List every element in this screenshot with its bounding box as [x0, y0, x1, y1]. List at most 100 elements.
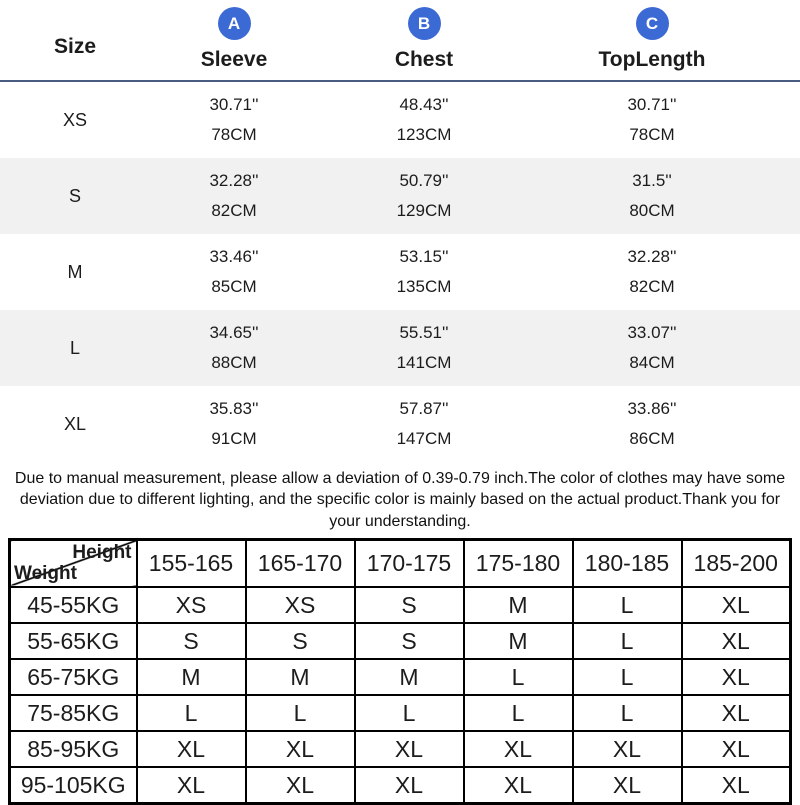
weight-row-label: 75-85KG: [8, 694, 138, 733]
toplength-cm: 78CM: [629, 125, 675, 144]
chest-cell: 48.43'' 123CM: [318, 82, 530, 158]
size-row-l: L 34.65'' 88CM 55.51'' 141CM 33.07'' 84C…: [0, 310, 800, 386]
sleeve-cell: 30.71'' 78CM: [150, 82, 318, 158]
weight-row-label: 55-65KG: [8, 622, 138, 661]
fit-cell: XL: [244, 730, 356, 769]
fit-cell: XL: [571, 730, 683, 769]
toplength-inches: 31.5'': [632, 171, 672, 190]
size-row-xl: XL 35.83'' 91CM 57.87'' 147CM 33.86'' 86…: [0, 386, 800, 462]
size-label: S: [68, 185, 81, 206]
marker-c-letter: C: [645, 13, 659, 33]
sleeve-inches: 30.71'': [209, 95, 259, 114]
toplength-inches: 33.86'': [627, 399, 677, 418]
size-label: M: [67, 261, 83, 282]
marker-a-badge: A: [217, 7, 251, 40]
size-column-header: Size: [53, 35, 97, 58]
height-axis-label: Height: [72, 541, 132, 563]
height-col-header: 165-170: [244, 538, 356, 589]
chest-cm: 129CM: [396, 201, 452, 220]
sleeve-inches: 33.46'': [209, 247, 259, 266]
height-col-header: 175-180: [462, 538, 574, 589]
fit-cell: S: [353, 622, 465, 661]
chest-cell: 55.51'' 141CM: [318, 310, 530, 386]
fit-cell: M: [135, 658, 247, 697]
sleeve-inches: 34.65'': [209, 323, 259, 342]
fit-cell: L: [353, 694, 465, 733]
sleeve-cm: 78CM: [211, 125, 257, 144]
fit-cell: XL: [462, 766, 574, 805]
chest-cm: 147CM: [396, 429, 452, 448]
fit-cell: XL: [680, 694, 792, 733]
toplength-inches: 32.28'': [627, 247, 677, 266]
fit-table-row: 55-65KG S S S M L XL: [8, 622, 792, 661]
chest-cm: 135CM: [396, 277, 452, 296]
fit-cell: XL: [135, 730, 247, 769]
fit-table-row: 75-85KG L L L L L XL: [8, 694, 792, 733]
sleeve-cell: 35.83'' 91CM: [150, 386, 318, 462]
chest-inches: 55.51'': [399, 323, 449, 342]
marker-c-badge: C: [635, 7, 669, 40]
chest-column-header: B Chest: [318, 0, 530, 80]
fit-cell: L: [571, 586, 683, 625]
fit-cell: L: [571, 694, 683, 733]
height-col-header: 155-165: [135, 538, 247, 589]
measurement-disclaimer: Due to manual measurement, please allow …: [14, 470, 786, 530]
toplength-inches: 30.71'': [627, 95, 677, 114]
height-col-header: 170-175: [353, 538, 465, 589]
fit-cell: XS: [135, 586, 247, 625]
sleeve-cm: 82CM: [211, 201, 257, 220]
weight-row-label: 65-75KG: [8, 658, 138, 697]
sleeve-column-label: Sleeve: [200, 48, 268, 71]
sleeve-cell: 32.28'' 82CM: [150, 158, 318, 234]
toplength-cm: 86CM: [629, 429, 675, 448]
fit-cell: XL: [680, 730, 792, 769]
toplength-cell: 33.07'' 84CM: [530, 310, 774, 386]
size-label: L: [69, 337, 80, 358]
fit-cell: XL: [571, 766, 683, 805]
toplength-cell: 30.71'' 78CM: [530, 82, 774, 158]
sleeve-cm: 91CM: [211, 429, 257, 448]
toplength-cm: 80CM: [629, 201, 675, 220]
fit-cell: XL: [680, 622, 792, 661]
fit-table-row: 45-55KG XS XS S M L XL: [8, 586, 792, 625]
fit-cell: XL: [353, 766, 465, 805]
fit-cell: S: [353, 586, 465, 625]
weight-axis-label: Weight: [14, 563, 77, 585]
sleeve-cm: 88CM: [211, 353, 257, 372]
fit-table-row: 65-75KG M M M L L XL: [8, 658, 792, 697]
size-label: XS: [62, 109, 87, 130]
fit-cell: XL: [353, 730, 465, 769]
height-col-header: 180-185: [571, 538, 683, 589]
toplength-cm: 82CM: [629, 277, 675, 296]
sleeve-inches: 35.83'': [209, 399, 259, 418]
weight-row-label: 85-95KG: [8, 730, 138, 769]
marker-b-letter: B: [417, 13, 431, 33]
sleeve-column-header: A Sleeve: [150, 0, 318, 80]
height-col-header: 185-200: [680, 538, 792, 589]
chest-inches: 53.15'': [399, 247, 449, 266]
size-row-m: M 33.46'' 85CM 53.15'' 135CM 32.28'' 82C…: [0, 234, 800, 310]
weight-row-label: 95-105KG: [8, 766, 138, 805]
size-label: XL: [63, 413, 87, 434]
fit-cell: XL: [680, 766, 792, 805]
fit-cell: S: [135, 622, 247, 661]
measurement-table-header: Size A Sleeve B Chest C TopLength: [0, 0, 800, 82]
fit-cell: XL: [680, 586, 792, 625]
sleeve-cell: 33.46'' 85CM: [150, 234, 318, 310]
toplength-cm: 84CM: [629, 353, 675, 372]
sleeve-cm: 85CM: [211, 277, 257, 296]
chest-cell: 53.15'' 135CM: [318, 234, 530, 310]
toplength-cell: 33.86'' 86CM: [530, 386, 774, 462]
corner-cell: Height Weight: [8, 538, 138, 589]
marker-b-badge: B: [407, 7, 441, 40]
toplength-inches: 33.07'': [627, 323, 677, 342]
size-row-s: S 32.28'' 82CM 50.79'' 129CM 31.5'' 80CM: [0, 158, 800, 234]
fit-table-row: 95-105KG XL XL XL XL XL XL: [8, 766, 792, 805]
fit-cell: L: [462, 658, 574, 697]
chest-inches: 50.79'': [399, 171, 449, 190]
toplength-cell: 32.28'' 82CM: [530, 234, 774, 310]
fit-cell: L: [244, 694, 356, 733]
fit-cell: XL: [680, 658, 792, 697]
measurement-table-body: XS 30.71'' 78CM 48.43'' 123CM 30.71'' 78…: [0, 82, 800, 462]
toplength-column-label: TopLength: [598, 48, 706, 71]
